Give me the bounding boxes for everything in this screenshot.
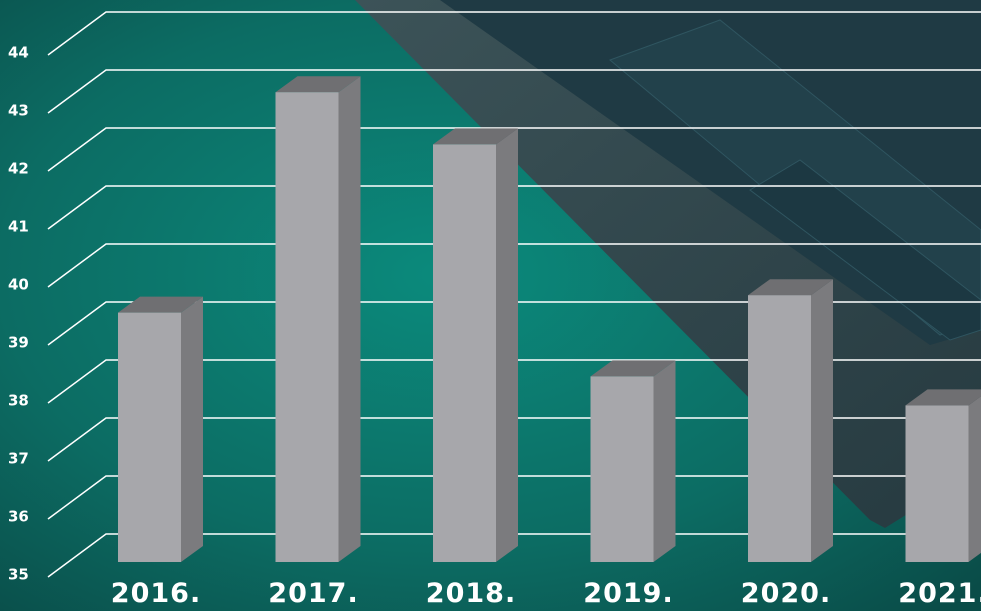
bar-front xyxy=(276,92,339,562)
bar-front xyxy=(748,295,811,562)
chart: 35 36 37 38 39 40 41 42 43 44 2016. 2017. 2018. 2019… xyxy=(0,0,981,611)
bar xyxy=(591,360,676,562)
bar-front xyxy=(118,313,181,562)
bar xyxy=(118,297,203,562)
y-tick-label: 40 xyxy=(8,276,29,294)
bar-side xyxy=(654,360,676,562)
bar-side xyxy=(496,128,518,562)
bar-side xyxy=(181,297,203,562)
x-tick-label: 2016. xyxy=(111,578,201,609)
x-tick-label: 2021. xyxy=(898,578,981,609)
bar-front xyxy=(433,144,496,562)
y-tick-label: 44 xyxy=(8,44,29,62)
x-tick-label: 2018. xyxy=(426,578,516,609)
y-tick-label: 36 xyxy=(8,508,29,526)
x-tick-label: 2017. xyxy=(268,578,358,609)
y-tick-label: 41 xyxy=(8,218,29,236)
y-tick-label: 43 xyxy=(8,102,29,120)
y-tick-label: 37 xyxy=(8,450,29,468)
bar-side xyxy=(969,389,981,562)
y-tick-label: 38 xyxy=(8,392,29,410)
bar-side xyxy=(339,76,361,562)
bar xyxy=(748,279,833,562)
bar xyxy=(906,389,981,562)
y-tick-label: 39 xyxy=(8,334,29,352)
bar xyxy=(433,128,518,562)
y-tick-label: 35 xyxy=(8,566,29,584)
x-tick-label: 2020. xyxy=(741,578,831,609)
x-tick-label: 2019. xyxy=(583,578,673,609)
bar-front xyxy=(906,405,969,562)
bar-front xyxy=(591,376,654,562)
bar xyxy=(276,76,361,562)
y-tick-label: 42 xyxy=(8,160,29,178)
bar-side xyxy=(811,279,833,562)
